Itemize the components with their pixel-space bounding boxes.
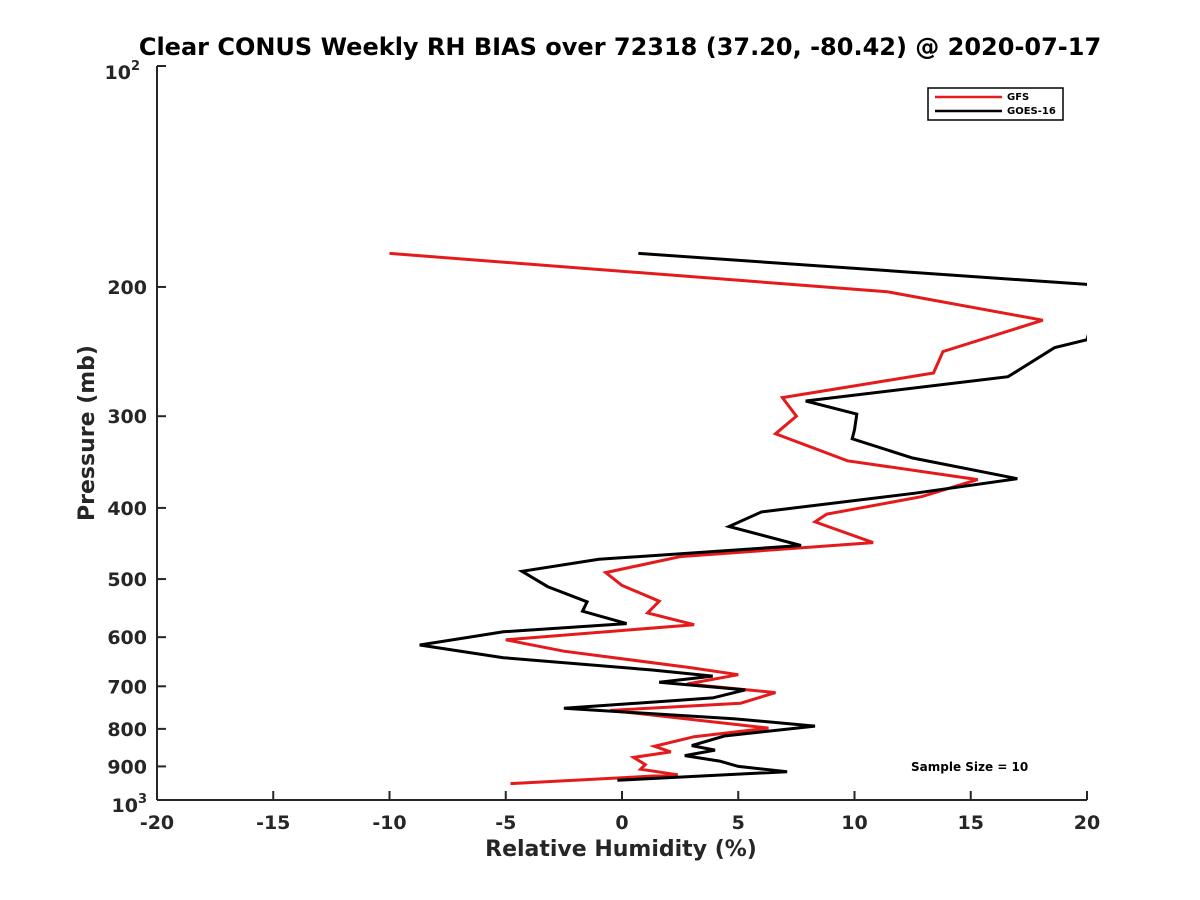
y-tick-label: 300 [107,406,147,428]
y-tick-label: 800 [107,719,147,741]
y-end-tick-bottom-label: 103 [112,792,148,817]
x-tick-label: 10 [841,812,867,834]
series-line-goes-16 [419,251,1087,782]
y-end-tick-top: 102 [105,59,166,84]
sample-size-annotation: Sample Size = 10 [911,760,1028,774]
chart-title: Clear CONUS Weekly RH BIAS over 72318 (3… [139,33,1101,61]
y-end-tick-bottom: 103 [112,792,148,817]
y-axis-label: Pressure (mb) [75,345,100,521]
y-tick-label: 900 [107,756,147,778]
y-end-tick-top-label: 102 [105,59,141,84]
x-tick-label: -15 [256,812,290,834]
x-tick-label: 5 [732,812,745,834]
x-tick-label: 20 [1074,812,1100,834]
x-tick-label: 0 [615,812,628,834]
legend-label-goes16: GOES-16 [1007,106,1056,117]
legend-box [927,87,1064,121]
legend-label-gfs: GFS [1007,92,1029,103]
x-tick-label: -10 [372,812,406,834]
series-line-gfs [389,251,1044,786]
y-tick-label: 700 [107,676,147,698]
series-layer [389,251,1087,786]
legend: GFS GOES-16 [927,87,1064,121]
x-tick-label: 15 [958,812,984,834]
y-tick-label: 400 [107,498,147,520]
x-tick-label: -5 [495,812,516,834]
y-axis-ticks: 200 300 400 500 600 700 800 900 [107,277,166,778]
x-tick-label: -20 [140,812,174,834]
x-axis-label: Relative Humidity (%) [485,837,757,862]
y-tick-label: 200 [107,277,147,299]
y-tick-label: 600 [107,627,147,649]
x-axis-ticks: -20 -15 -10 -5 0 5 10 15 20 [140,791,1100,834]
y-tick-label: 500 [107,569,147,591]
